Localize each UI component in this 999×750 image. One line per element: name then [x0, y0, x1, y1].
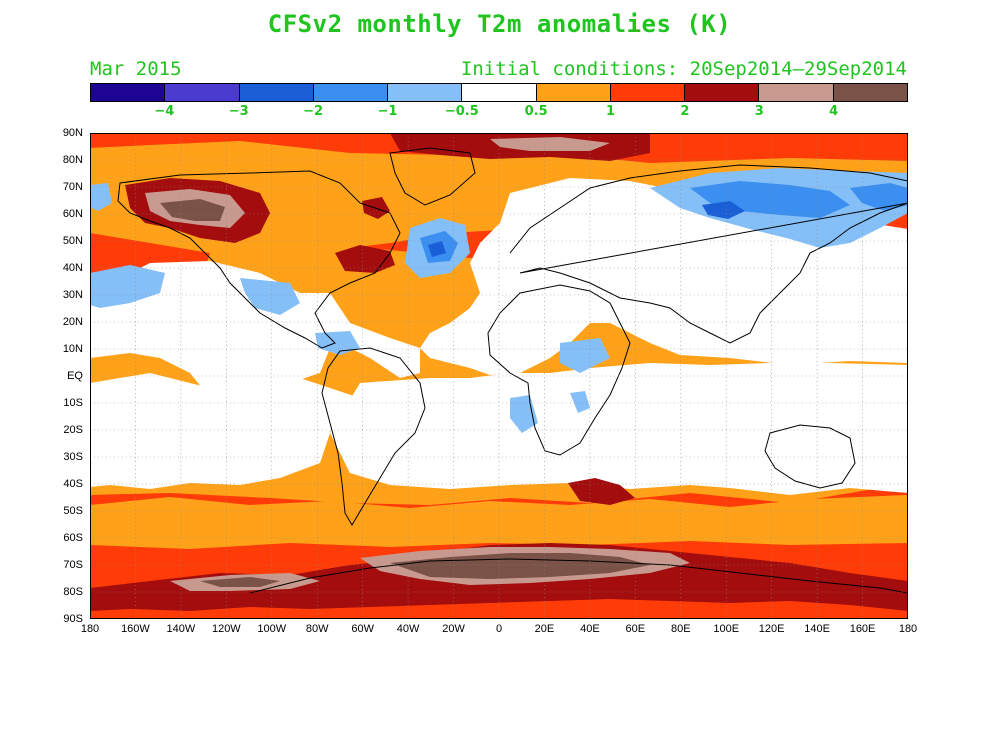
colorbar-segment: [462, 84, 537, 101]
longitude-label: 0: [495, 623, 503, 635]
colorbar-label: −4: [154, 104, 175, 119]
longitude-label: 180: [898, 623, 918, 635]
longitude-label: 120E: [758, 623, 785, 635]
forecast-month: Mar 2015: [90, 58, 182, 80]
longitude-label: 160W: [121, 623, 150, 635]
africa-outline: [487, 284, 631, 456]
latitude-label: 30S: [63, 451, 83, 463]
colorbar-segment: [165, 84, 240, 101]
colorbar-labels: −4 −3 −2 −1 −0.5 0.5 1 2 3 4: [0, 104, 999, 122]
longitude-label: 100E: [713, 623, 740, 635]
north-america-outline: [117, 170, 401, 349]
latitude-label: 20N: [62, 316, 83, 328]
latitude-label: 90S: [63, 613, 83, 625]
longitude-label: 120W: [211, 623, 241, 635]
colorbar-segment: [313, 84, 389, 101]
coastlines: [117, 147, 908, 594]
colorbar-label: −0.5: [444, 104, 479, 119]
longitude-label: 140E: [804, 623, 830, 635]
colorbar-segment: [833, 84, 907, 101]
latitude-label: 50N: [62, 235, 83, 247]
latitude-label: 10N: [62, 343, 83, 355]
colorbar-label: 4: [829, 104, 839, 119]
latitude-label: 20S: [63, 424, 83, 436]
map-title: CFSv2 monthly T2m anomalies (K): [267, 10, 732, 38]
latitude-label: 80N: [62, 154, 83, 166]
longitude-label: 180: [80, 623, 100, 635]
longitude-label: 40E: [580, 623, 600, 635]
anomaly-band-brown: [160, 199, 650, 587]
colorbar-segment: [610, 84, 686, 101]
colorbar-label: 2: [680, 104, 690, 119]
latitude-label: 70N: [62, 181, 83, 193]
colorbar-label: 1: [606, 104, 616, 119]
latitude-label: 80S: [63, 586, 83, 598]
longitude-label: 80W: [305, 623, 329, 635]
colorbar-segment: [536, 84, 611, 101]
colorbar-segment: [685, 84, 760, 101]
latitude-label: 40N: [62, 262, 83, 274]
map-frame: [90, 133, 908, 619]
greenland-outline: [389, 147, 476, 206]
latitude-label: 60N: [62, 208, 83, 220]
europe-asia-outline: [509, 164, 908, 344]
longitude-label: 40W: [396, 623, 420, 635]
colorbar-label: −1: [377, 104, 398, 119]
colorbar-segment: [759, 84, 834, 101]
colorbar-label: 3: [754, 104, 764, 119]
anomaly-map: [90, 133, 908, 619]
longitude-label: 80E: [670, 623, 691, 635]
longitude-label: 160E: [849, 623, 876, 635]
latitude-label: 60S: [63, 532, 83, 544]
latitude-label: 10S: [63, 397, 83, 409]
colorbar-label: 0.5: [524, 104, 548, 119]
latitude-label: 30N: [62, 289, 83, 301]
colorbar-segment: [388, 84, 463, 101]
initial-conditions: Initial conditions: 20Sep2014–29Sep2014: [460, 58, 907, 80]
latitude-label: 70S: [63, 559, 83, 571]
colorbar-segment: [91, 84, 166, 101]
latitude-label: EQ: [67, 370, 83, 382]
latitude-label: 40S: [63, 478, 83, 490]
australia-outline: [764, 424, 856, 489]
longitude-label: 140W: [166, 623, 196, 635]
longitude-label: 60E: [625, 623, 646, 635]
latitude-label: 50S: [63, 505, 83, 517]
latitude-label: 90N: [62, 127, 83, 139]
colorbar-label: −3: [228, 104, 249, 119]
anomaly-band-dark-blue: [428, 201, 745, 257]
south-america-outline: [321, 347, 426, 526]
colorbar-label: −2: [303, 104, 324, 119]
colorbar: [90, 83, 908, 102]
longitude-label: 100W: [257, 623, 287, 635]
longitude-label: 20W: [442, 623, 465, 635]
colorbar-segment: [239, 84, 314, 101]
longitude-label: 60W: [351, 623, 374, 635]
lat-lon-grid: [90, 133, 908, 619]
longitude-label: 20E: [534, 623, 555, 635]
